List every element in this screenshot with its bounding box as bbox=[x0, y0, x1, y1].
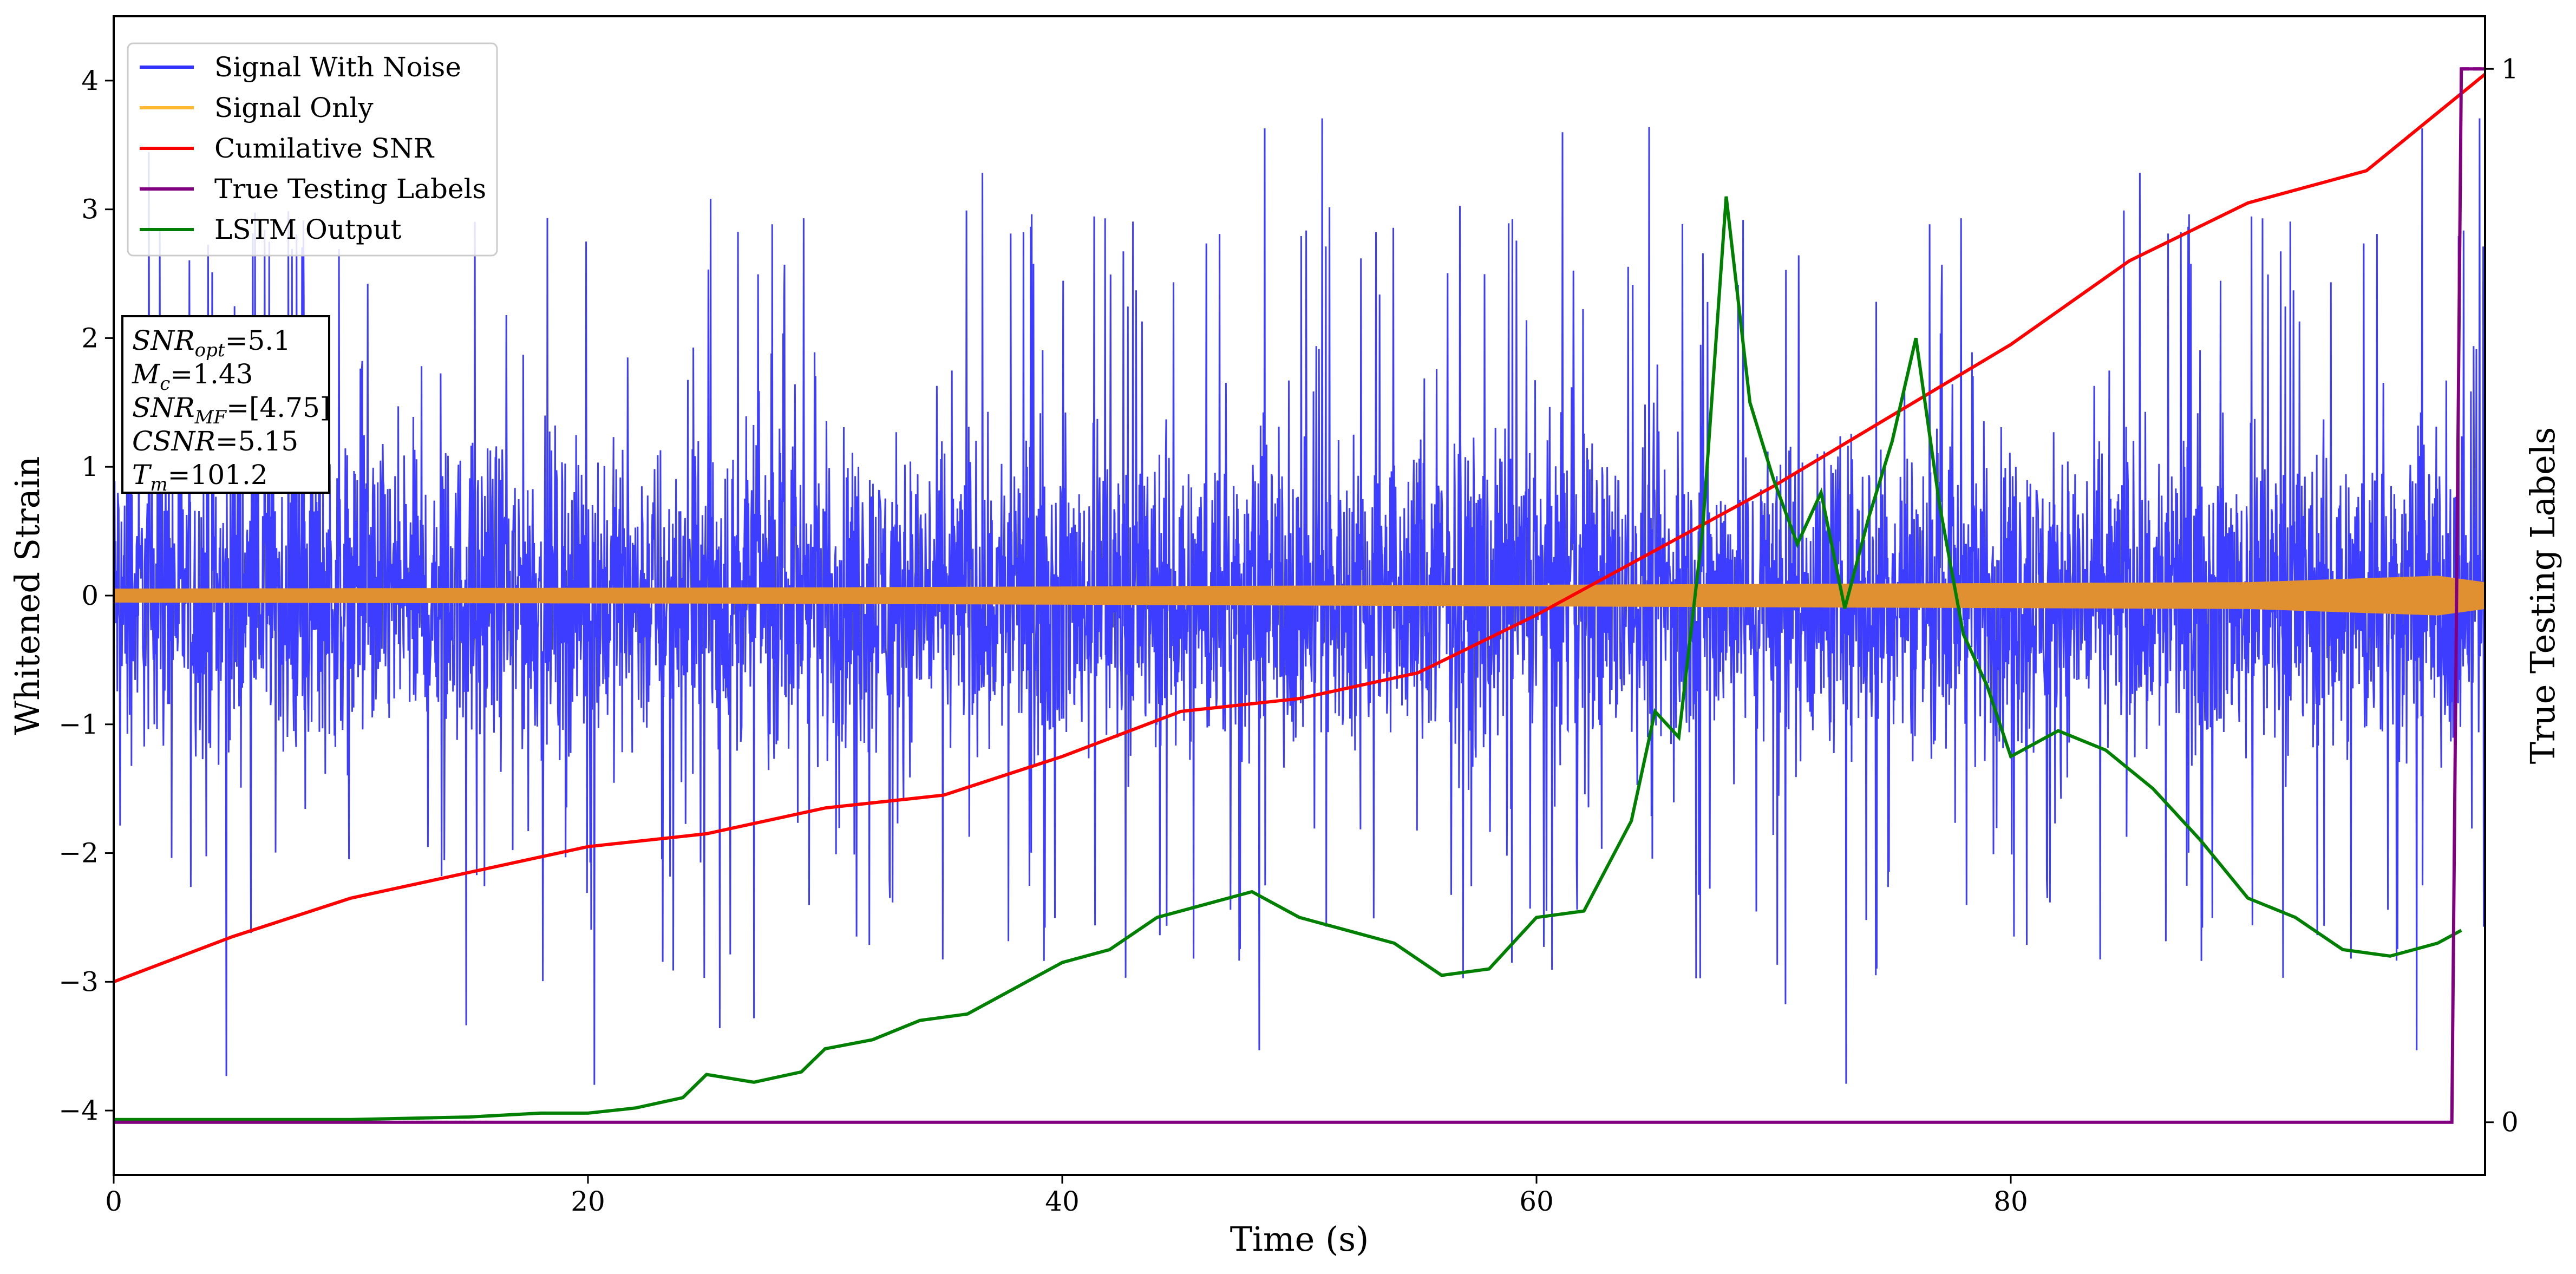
legend-label: True Testing Labels bbox=[214, 173, 486, 205]
y-tick-label: 4 bbox=[81, 65, 99, 96]
y-tick-label: 3 bbox=[81, 194, 99, 225]
series-true-testing-labels bbox=[114, 67, 2485, 1124]
info-box-line: Tm=101.2 bbox=[132, 459, 268, 495]
x-tick-label: 20 bbox=[571, 1186, 605, 1217]
series-cumilative-snr bbox=[114, 73, 2485, 984]
y-tick-label: −2 bbox=[58, 838, 99, 869]
series-signal-only bbox=[114, 576, 2485, 616]
info-box-line: Mc=1.43 bbox=[132, 358, 253, 395]
info-box-value: =101.2 bbox=[168, 459, 268, 491]
y2-tick-label: 0 bbox=[2501, 1107, 2519, 1138]
axes: 0 20 40 60 80 4 3 2 1 0 −1 −2 −3 −4 1 0 bbox=[58, 53, 2519, 1217]
info-box-subscript: m bbox=[150, 474, 167, 495]
info-box-frame bbox=[121, 315, 330, 494]
info-box-symbol: CSNR bbox=[132, 426, 215, 457]
y-tick-label: 2 bbox=[81, 322, 99, 354]
info-box-subscript: c bbox=[160, 373, 170, 395]
y-tick-label: 1 bbox=[81, 451, 99, 482]
info-box-subscript: MF bbox=[194, 407, 227, 428]
y-tick-label: −3 bbox=[58, 966, 99, 997]
info-box-line: CSNR=5.15 bbox=[132, 426, 298, 457]
x-tick-label: 0 bbox=[105, 1186, 122, 1217]
info-box: SNRopt=5.1Mc=1.43SNRMF=[4.75]CSNR=5.15Tm… bbox=[121, 315, 330, 495]
y-tick-label: 0 bbox=[81, 580, 99, 611]
series-lstm-output bbox=[114, 196, 2462, 1121]
x-tick-label: 80 bbox=[1993, 1186, 2028, 1217]
legend-label: Signal Only bbox=[214, 92, 374, 123]
legend-label: Signal With Noise bbox=[214, 51, 461, 83]
legend-frame bbox=[127, 42, 498, 257]
y2-axis-label: True Testing Labels bbox=[2523, 427, 2562, 765]
y2-tick-label: 1 bbox=[2501, 53, 2519, 84]
info-box-value: =5.1 bbox=[225, 325, 291, 356]
info-box-value: =5.15 bbox=[215, 426, 298, 457]
info-box-line: SNRMF=[4.75] bbox=[132, 392, 330, 428]
info-box-value: =[4.75] bbox=[226, 392, 330, 423]
legend-label: LSTM Output bbox=[214, 214, 401, 245]
info-box-subscript: opt bbox=[195, 339, 225, 361]
info-box-symbol: M bbox=[132, 358, 161, 390]
info-box-line: SNRopt=5.1 bbox=[132, 325, 291, 361]
y-axis-label: Whitened Strain bbox=[8, 456, 47, 735]
info-box-symbol: SNR bbox=[132, 392, 195, 423]
plot-area bbox=[114, 67, 2485, 1124]
info-box-symbol: T bbox=[132, 459, 152, 491]
x-tick-label: 40 bbox=[1045, 1186, 1080, 1217]
y-tick-label: −4 bbox=[58, 1095, 99, 1126]
info-box-value: =1.43 bbox=[170, 358, 253, 390]
y-tick-label: −1 bbox=[58, 709, 99, 740]
legend: Signal With Noise Signal Only Cumilative S… bbox=[127, 42, 498, 257]
x-axis-label: Time (s) bbox=[1230, 1219, 1369, 1259]
x-tick-label: 60 bbox=[1519, 1186, 1554, 1217]
info-box-symbol: SNR bbox=[132, 325, 195, 356]
legend-label: Cumilative SNR bbox=[214, 133, 434, 164]
